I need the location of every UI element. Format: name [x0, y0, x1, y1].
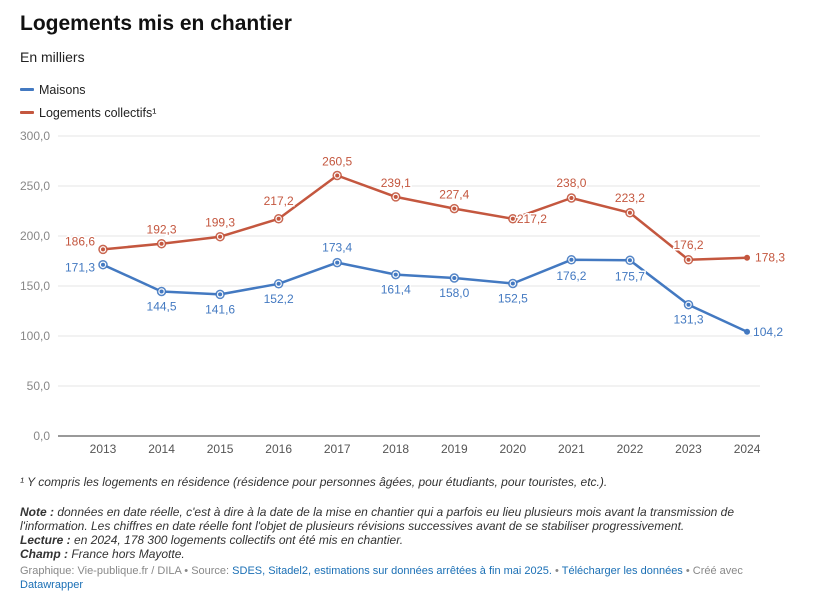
data-label-maisons: 171,3: [65, 261, 95, 275]
data-label-maisons: 104,2: [753, 325, 783, 339]
data-label-maisons: 173,4: [322, 241, 352, 255]
data-point-core-collectifs: [452, 206, 457, 211]
x-tick-label: 2021: [558, 442, 585, 456]
data-point-core-maisons: [393, 272, 398, 277]
legend-label-maisons: Maisons: [39, 82, 86, 97]
data-point-core-collectifs: [569, 196, 574, 200]
series-line-collectifs: [102, 174, 748, 262]
data-point-core-maisons: [335, 260, 340, 265]
champ-paragraph: Champ : France hors Mayotte.: [20, 547, 800, 561]
y-tick-label: 250,0: [20, 179, 50, 193]
data-label-maisons: 152,5: [498, 292, 528, 306]
data-point-core-collectifs: [276, 216, 281, 221]
chart-title: Logements mis en chantier: [20, 12, 292, 35]
data-label-maisons: 141,6: [205, 302, 235, 316]
data-label-collectifs: 238,0: [556, 176, 586, 190]
legend-swatch-maisons: [20, 88, 34, 91]
note-paragraph: Note : données en date réelle, c'est à d…: [20, 505, 800, 533]
data-label-collectifs: 199,3: [205, 216, 235, 230]
y-tick-label: 0,0: [33, 429, 50, 443]
data-point-core-collectifs: [218, 234, 223, 239]
data-point-core-collectifs: [627, 210, 632, 215]
chart-subtitle: En milliers: [20, 49, 85, 65]
footnote: ¹ Y compris les logements en résidence (…: [20, 475, 608, 489]
note-text: données en date réelle, c'est à dire à l…: [20, 505, 735, 533]
champ-text: France hors Mayotte.: [68, 547, 185, 561]
data-label-maisons: 144,5: [147, 300, 177, 314]
data-point-core-maisons: [276, 281, 281, 286]
lecture-label: Lecture :: [20, 533, 71, 547]
data-point-core-maisons: [510, 281, 515, 286]
y-tick-label: 50,0: [27, 379, 51, 393]
data-point-core-maisons: [159, 289, 164, 294]
champ-label: Champ :: [20, 547, 68, 561]
x-tick-label: 2024: [734, 442, 761, 456]
data-label-maisons: 131,3: [673, 313, 703, 327]
credit-created: • Créé avec: [682, 565, 743, 577]
legend-item-maisons: Maisons: [20, 78, 156, 101]
data-label-collectifs: 227,4: [439, 188, 469, 202]
download-data-link[interactable]: Télécharger les données: [561, 565, 683, 577]
data-point-core-maisons: [218, 292, 223, 297]
data-label-collectifs: 178,3: [755, 251, 785, 265]
data-point-core-maisons: [101, 262, 105, 267]
data-point-core-maisons: [452, 276, 457, 280]
y-tick-label: 100,0: [20, 329, 50, 343]
x-tick-label: 2022: [617, 442, 644, 456]
y-tick-label: 150,0: [20, 279, 50, 293]
data-label-collectifs: 239,1: [381, 176, 411, 190]
data-point-core-collectifs: [335, 173, 340, 178]
x-tick-label: 2023: [675, 442, 702, 456]
data-point-core-maisons: [627, 258, 632, 263]
x-tick-label: 2013: [90, 442, 117, 456]
data-point-core-collectifs: [393, 194, 398, 199]
data-point-core-collectifs: [510, 216, 515, 221]
line-chart: 0,0 50,0 100,0 150,0 200,0 250,0 300,0 2013 2014…: [20, 129, 787, 456]
legend-label-collectifs: Logements collectifs¹: [39, 105, 157, 120]
legend-swatch-collectifs: [20, 111, 34, 114]
data-point-collectifs: [744, 254, 751, 261]
data-label-maisons: 158,0: [439, 286, 469, 300]
y-tick-label: 200,0: [20, 229, 50, 243]
source-link[interactable]: SDES, Sitadel2, estimations sur données …: [232, 565, 552, 577]
data-point-core-maisons: [569, 257, 574, 262]
data-point-core-collectifs: [159, 241, 164, 246]
datawrapper-link[interactable]: Datawrapper: [20, 579, 83, 591]
lecture-paragraph: Lecture : en 2024, 178 300 logements col…: [20, 533, 800, 547]
x-tick-label: 2018: [382, 442, 409, 456]
data-label-collectifs: 223,2: [615, 191, 645, 205]
data-point-maisons: [744, 328, 751, 335]
data-point-core-maisons: [686, 302, 691, 307]
data-label-collectifs: 217,2: [517, 212, 547, 226]
y-tick-label: 300,0: [20, 129, 50, 143]
lecture-text: en 2024, 178 300 logements collectifs on…: [70, 533, 404, 547]
data-label-maisons: 175,7: [615, 269, 645, 283]
data-label-collectifs: 260,5: [322, 155, 352, 169]
data-label-maisons: 161,4: [381, 283, 411, 297]
data-label-collectifs: 186,6: [65, 234, 95, 248]
x-tick-label: 2019: [441, 442, 468, 456]
note-label: Note :: [20, 505, 54, 519]
x-tick-label: 2016: [265, 442, 292, 456]
data-label-maisons: 176,2: [556, 269, 586, 283]
notes: ¹ Y compris les logements en résidence (…: [20, 475, 800, 561]
credit-sep: •: [551, 565, 562, 577]
data-point-core-collectifs: [101, 247, 105, 252]
data-label-maisons: 152,2: [264, 292, 294, 306]
data-label-collectifs: 192,3: [147, 223, 177, 237]
legend-item-collectifs: Logements collectifs¹: [20, 101, 156, 124]
data-label-collectifs: 176,2: [673, 238, 703, 252]
credit-graphique: Graphique: Vie-publique.fr / DILA • Sour…: [20, 565, 233, 577]
x-tick-label: 2015: [207, 442, 234, 456]
series-line-maisons: [102, 258, 748, 333]
x-tick-label: 2014: [148, 442, 175, 456]
data-point-core-collectifs: [686, 257, 691, 262]
x-tick-label: 2017: [324, 442, 351, 456]
credit-line: Graphique: Vie-publique.fr / DILA • Sour…: [20, 564, 800, 592]
legend: Maisons Logements collectifs¹: [20, 78, 156, 124]
data-label-collectifs: 217,2: [264, 194, 294, 208]
x-tick-label: 2020: [499, 442, 526, 456]
